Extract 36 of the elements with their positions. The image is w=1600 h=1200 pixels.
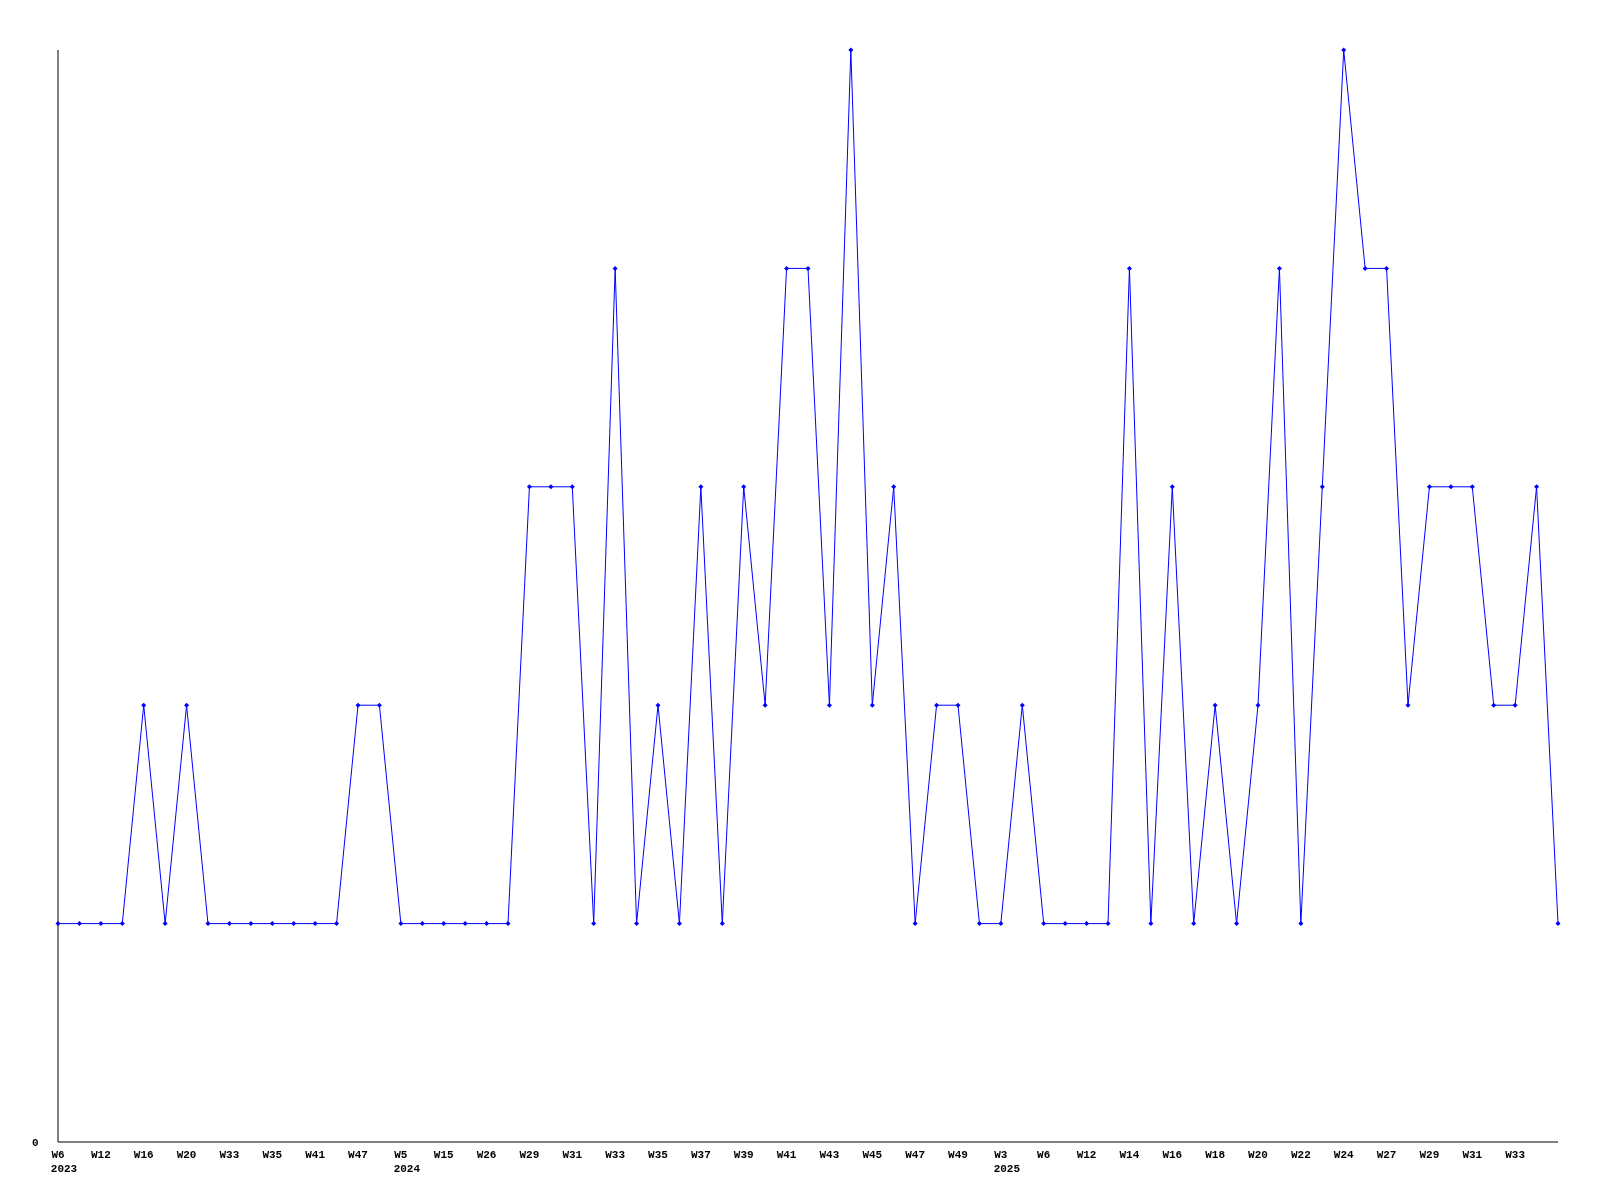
x-tick-label: W35 [262,1149,283,1161]
x-tick-label: W12 [1076,1149,1097,1161]
x-tick-label: W22 [1290,1149,1311,1161]
x-tick-label: W29 [1419,1149,1440,1161]
x-tick-label: W31 [1462,1149,1483,1161]
x-tick-label: W37 [690,1149,711,1161]
x-tick-label: W26 [476,1149,497,1161]
x-tick-label: W18 [1205,1149,1226,1161]
x-tick-label: W29 [519,1149,540,1161]
x-tick-label: W41 [776,1149,797,1161]
x-tick-label: W49 [948,1149,968,1161]
x-tick-label: W27 [1376,1149,1397,1161]
x-tick-label: W47 [348,1149,368,1161]
x-tick-label: W16 [133,1149,154,1161]
x-tick-label: W45 [862,1149,883,1161]
text: 0 [32,1137,39,1149]
x-tick-label: W33 [1505,1149,1526,1161]
x-tick-label: W20 [176,1149,197,1161]
x-tick-label: W24 [1333,1149,1355,1161]
x-tick-label: W15 [433,1149,455,1161]
x-tick-label: W16 [1162,1149,1183,1161]
x-tick-label: W43 [819,1149,840,1161]
x-tick-label: W39 [733,1149,754,1161]
x-tick-label: W35 [648,1149,669,1161]
x-tick-label: W14 [1119,1149,1140,1161]
x-tick-label: W33 [219,1149,240,1161]
x-tick-label: W12 [90,1149,111,1161]
x-tick-label: W31 [562,1149,583,1161]
x-tick-label: W5 2024 [393,1149,421,1175]
x-tick-label: W41 [305,1149,326,1161]
x-tick-label: W20 [1248,1149,1268,1161]
x-tick-label: W47 [905,1149,926,1161]
x-tick-label: W6 [1037,1149,1051,1161]
x-tick-label: W6 2023 [50,1149,78,1175]
x-tick-label: W33 [605,1149,626,1161]
x-tick-label: W3 2025 [993,1149,1021,1175]
